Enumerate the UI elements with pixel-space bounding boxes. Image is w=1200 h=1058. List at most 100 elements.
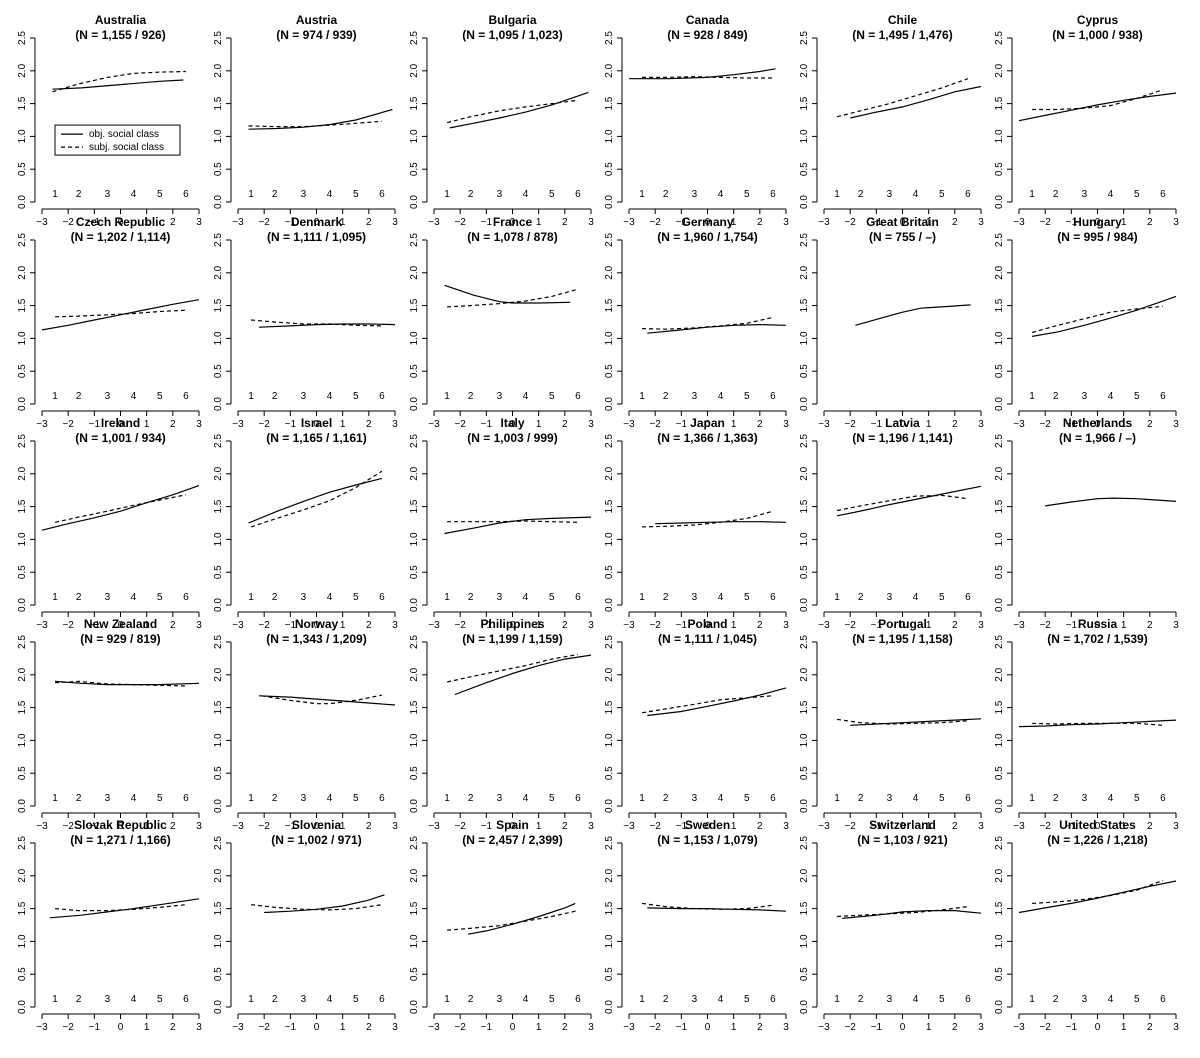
x-tick-label: 0 bbox=[705, 419, 711, 430]
x-tick-label: 3 bbox=[392, 419, 398, 430]
x-tick-label: 1 bbox=[926, 419, 932, 430]
x-tick-label: 2 bbox=[366, 1022, 372, 1033]
subj-scale-label: 6 bbox=[770, 793, 776, 804]
x-tick-label: 3 bbox=[783, 217, 789, 228]
x-tick-label: 1 bbox=[731, 821, 737, 832]
y-tick-label: 1.0 bbox=[213, 331, 224, 345]
subj-scale-label: 2 bbox=[272, 189, 278, 200]
subj-scale-label: 5 bbox=[549, 994, 555, 1005]
subj-scale-label: 2 bbox=[1053, 793, 1059, 804]
subj-scale-label: 1 bbox=[639, 189, 645, 200]
y-tick-label: 2.5 bbox=[604, 434, 615, 448]
y-tick-label: 1.0 bbox=[17, 934, 28, 948]
panel-n-label: (N = 1,078 / 878) bbox=[467, 230, 557, 244]
x-tick-label: 1 bbox=[340, 419, 346, 430]
y-tick-label: 2.0 bbox=[799, 466, 810, 480]
y-tick-label: 0.5 bbox=[17, 364, 28, 378]
subj-scale-label: 4 bbox=[913, 592, 919, 603]
x-tick-label: −3 bbox=[232, 620, 244, 631]
subj-scale-label: 1 bbox=[52, 391, 58, 402]
y-tick-label: 2.0 bbox=[799, 265, 810, 279]
x-tick-label: −2 bbox=[62, 1022, 74, 1033]
y-tick-label: 1.0 bbox=[799, 129, 810, 143]
y-tick-label: 2.5 bbox=[799, 233, 810, 247]
x-tick-label: −1 bbox=[871, 1022, 883, 1033]
subj-scale-label: 2 bbox=[663, 189, 669, 200]
subj-scale-label: 5 bbox=[353, 994, 359, 1005]
y-tick-label: 0.0 bbox=[409, 799, 420, 813]
subj-scale-label: 6 bbox=[379, 592, 385, 603]
panel-title: Slovenia bbox=[292, 818, 342, 832]
x-tick-label: −3 bbox=[818, 620, 830, 631]
panel-slovenia: Slovenia(N = 1,002 / 971) 0.0 0.5 1.0 1.5 2.0… bbox=[213, 818, 398, 1033]
x-tick-label: −2 bbox=[1039, 419, 1051, 430]
x-tick-label: 3 bbox=[978, 821, 984, 832]
x-tick-label: −3 bbox=[1013, 217, 1025, 228]
subj-scale-label: 2 bbox=[272, 793, 278, 804]
obj-social-class-line bbox=[454, 654, 592, 696]
subj-scale-label: 6 bbox=[379, 189, 385, 200]
x-tick-label: −1 bbox=[89, 620, 101, 631]
x-tick-label: 2 bbox=[170, 217, 176, 228]
subj-scale-label: 4 bbox=[718, 189, 724, 200]
subj-scale-label: 3 bbox=[301, 391, 307, 402]
x-tick-label: −1 bbox=[89, 217, 101, 228]
subj-scale-label: 6 bbox=[965, 592, 971, 603]
subj-scale-label: 5 bbox=[939, 592, 945, 603]
subj-scale-label: 4 bbox=[327, 592, 333, 603]
y-tick-label: 0.5 bbox=[604, 565, 615, 579]
subj-scale-label: 6 bbox=[1160, 994, 1166, 1005]
x-tick-label: 3 bbox=[783, 419, 789, 430]
y-tick-label: 0.5 bbox=[409, 967, 420, 981]
x-tick-label: 2 bbox=[170, 821, 176, 832]
y-tick-label: 1.5 bbox=[799, 499, 810, 513]
subj-social-class-line bbox=[447, 288, 579, 308]
subj-scale-label: 3 bbox=[301, 592, 307, 603]
x-tick-label: −1 bbox=[676, 620, 688, 631]
y-tick-label: 0.0 bbox=[799, 397, 810, 411]
subj-scale-label: 6 bbox=[770, 189, 776, 200]
subj-scale-label: 1 bbox=[1029, 994, 1035, 1005]
x-tick-label: −3 bbox=[36, 419, 48, 430]
subj-scale-label: 2 bbox=[1053, 994, 1059, 1005]
subj-social-class-line bbox=[52, 70, 186, 93]
y-tick-label: 2.5 bbox=[213, 434, 224, 448]
subj-social-class-line bbox=[261, 694, 383, 705]
y-tick-label: 0.5 bbox=[213, 766, 224, 780]
subj-scale-label: 5 bbox=[1134, 189, 1140, 200]
panel-japan: Japan(N = 1,366 / 1,363) 0.0 0.5 1.0 1.5 2.0 2… bbox=[604, 416, 789, 631]
x-tick-label: 3 bbox=[588, 419, 594, 430]
y-tick-label: 1.5 bbox=[17, 96, 28, 110]
panel-poland: Poland(N = 1,111 / 1,045) 0.0 0.5 1.0 1.5 2.0… bbox=[604, 617, 789, 832]
subj-scale-label: 3 bbox=[1082, 994, 1088, 1005]
subj-scale-label: 6 bbox=[379, 994, 385, 1005]
subj-scale-label: 2 bbox=[858, 994, 864, 1005]
obj-social-class-line bbox=[1018, 719, 1177, 728]
x-tick-label: 0 bbox=[705, 620, 711, 631]
subj-scale-label: 1 bbox=[444, 592, 450, 603]
obj-social-class-line bbox=[49, 898, 200, 919]
subj-scale-label: 4 bbox=[913, 793, 919, 804]
x-tick-label: −3 bbox=[818, 821, 830, 832]
panel-title: Spain bbox=[496, 818, 529, 832]
subj-scale-label: 5 bbox=[744, 793, 750, 804]
y-tick-label: 0.0 bbox=[604, 1000, 615, 1014]
subj-scale-label: 1 bbox=[639, 994, 645, 1005]
y-tick-label: 1.0 bbox=[409, 129, 420, 143]
panel-n-label: (N = 995 / 984) bbox=[1057, 230, 1137, 244]
subj-scale-label: 3 bbox=[497, 994, 503, 1005]
y-tick-label: 1.0 bbox=[409, 934, 420, 948]
subj-scale-label: 3 bbox=[497, 592, 503, 603]
panel-n-label: (N = 755 / –) bbox=[869, 230, 936, 244]
x-tick-label: −3 bbox=[623, 419, 635, 430]
subj-scale-label: 2 bbox=[663, 994, 669, 1005]
y-tick-label: 2.0 bbox=[17, 265, 28, 279]
panel-spain: Spain(N = 2,457 / 2,399) 0.0 0.5 1.0 1.5 2.0 2… bbox=[409, 818, 594, 1033]
y-tick-label: 2.5 bbox=[994, 635, 1005, 649]
subj-scale-label: 5 bbox=[353, 189, 359, 200]
subj-scale-label: 5 bbox=[549, 793, 555, 804]
x-tick-label: 1 bbox=[536, 620, 542, 631]
x-tick-label: 3 bbox=[978, 419, 984, 430]
subj-scale-label: 6 bbox=[965, 189, 971, 200]
x-tick-label: 1 bbox=[144, 620, 150, 631]
